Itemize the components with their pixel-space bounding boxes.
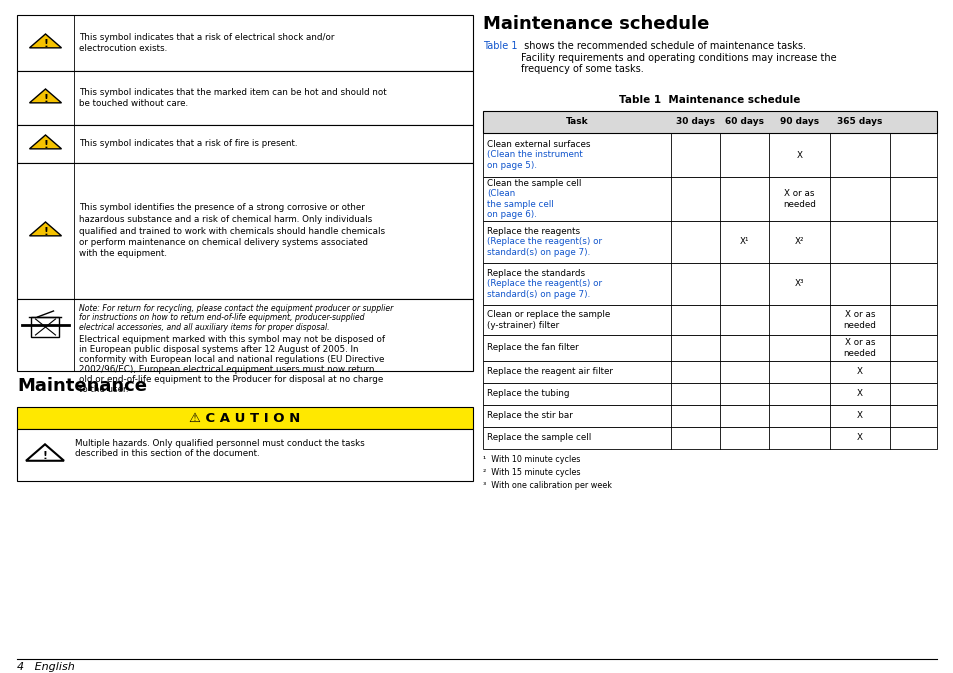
Bar	[482, 383, 936, 405]
Text: old or end-of-life equipment to the Producer for disposal at no charge: old or end-of-life equipment to the Prod…	[79, 376, 383, 384]
Text: X²: X²	[794, 238, 803, 246]
Text: X: X	[856, 411, 862, 421]
Polygon shape	[30, 34, 61, 48]
Text: 30 days: 30 days	[676, 118, 715, 127]
Bar	[17, 429, 473, 481]
Text: X: X	[856, 367, 862, 376]
Text: or perform maintenance on chemical delivery systems associated: or perform maintenance on chemical deliv…	[79, 238, 368, 247]
Bar	[482, 335, 936, 361]
Bar	[17, 407, 473, 429]
Text: Multiple hazards. Only qualified personnel must conduct the tasks
described in t: Multiple hazards. Only qualified personn…	[75, 439, 364, 458]
Text: Table 1: Table 1	[482, 41, 517, 51]
Bar	[482, 263, 936, 305]
Text: (Clean: (Clean	[486, 189, 515, 199]
Text: 365 days: 365 days	[837, 118, 882, 127]
Text: in European public disposal systems after 12 August of 2005. In: in European public disposal systems afte…	[79, 345, 358, 355]
Text: This symbol indicates that a risk of fire is present.: This symbol indicates that a risk of fir…	[79, 139, 297, 149]
Text: !: !	[43, 140, 48, 150]
Polygon shape	[30, 89, 61, 103]
Bar	[17, 15, 473, 71]
Text: !: !	[43, 39, 48, 49]
Text: Replace the reagents: Replace the reagents	[486, 227, 579, 236]
Bar	[482, 405, 936, 427]
Text: Task: Task	[565, 118, 588, 127]
Text: Table 1  Maintenance schedule: Table 1 Maintenance schedule	[618, 95, 800, 105]
Text: X: X	[856, 390, 862, 398]
Polygon shape	[30, 222, 61, 236]
Text: shows the recommended schedule of maintenance tasks.
Facility requirements and o: shows the recommended schedule of mainte…	[520, 41, 836, 74]
Text: Replace the stir bar: Replace the stir bar	[486, 411, 572, 421]
Bar	[482, 221, 936, 263]
Bar	[17, 125, 473, 163]
Text: qualified and trained to work with chemicals should handle chemicals: qualified and trained to work with chemi…	[79, 227, 385, 236]
Text: ²  With 15 minute cycles: ² With 15 minute cycles	[482, 468, 579, 477]
Text: (y-strainer) filter: (y-strainer) filter	[486, 321, 558, 330]
Bar	[482, 361, 936, 383]
Text: (Replace the reagent(s) or: (Replace the reagent(s) or	[486, 279, 601, 289]
Text: Replace the fan filter: Replace the fan filter	[486, 343, 578, 353]
Text: standard(s) on page 7).: standard(s) on page 7).	[486, 290, 590, 299]
Text: X or as
needed: X or as needed	[842, 310, 876, 330]
Text: !: !	[43, 94, 48, 104]
Text: Maintenance: Maintenance	[17, 377, 147, 395]
Text: Replace the standards: Replace the standards	[486, 269, 584, 278]
Text: X: X	[856, 433, 862, 443]
Text: 4   English: 4 English	[17, 662, 74, 672]
Text: Clean or replace the sample: Clean or replace the sample	[486, 310, 610, 319]
Text: with the equipment.: with the equipment.	[79, 250, 167, 258]
Text: on page 6).: on page 6).	[486, 210, 537, 219]
Text: Note: For return for recycling, please contact the equipment producer or supplie: Note: For return for recycling, please c…	[79, 304, 393, 313]
Bar	[482, 133, 936, 177]
Text: X¹: X¹	[740, 238, 749, 246]
Text: !: !	[43, 227, 48, 237]
Text: Maintenance schedule: Maintenance schedule	[482, 15, 709, 33]
Text: X³: X³	[794, 279, 803, 289]
Text: Clean the sample cell: Clean the sample cell	[486, 179, 580, 188]
Bar	[17, 71, 473, 125]
Text: This symbol identifies the presence of a strong corrosive or other: This symbol identifies the presence of a…	[79, 203, 364, 213]
Text: This symbol indicates that a risk of electrical shock and/or: This symbol indicates that a risk of ele…	[79, 33, 335, 42]
Polygon shape	[30, 135, 61, 149]
Text: X or as
needed: X or as needed	[782, 189, 815, 209]
Polygon shape	[26, 444, 64, 461]
Text: to the user.: to the user.	[79, 386, 129, 394]
Text: standard(s) on page 7).: standard(s) on page 7).	[486, 248, 590, 257]
Text: Replace the tubing: Replace the tubing	[486, 390, 569, 398]
Text: ⚠ C A U T I O N: ⚠ C A U T I O N	[190, 411, 300, 425]
Text: Electrical equipment marked with this symbol may not be disposed of: Electrical equipment marked with this sy…	[79, 336, 385, 345]
Text: X: X	[796, 151, 801, 160]
Text: on page 5).: on page 5).	[486, 161, 537, 170]
Bar	[482, 111, 936, 133]
Bar	[482, 427, 936, 449]
Text: (Clean the instrument: (Clean the instrument	[486, 151, 582, 160]
Text: Replace the sample cell: Replace the sample cell	[486, 433, 591, 443]
Text: 90 days: 90 days	[780, 118, 819, 127]
Text: for instructions on how to return end-of-life equipment, producer-supplied: for instructions on how to return end-of…	[79, 314, 364, 322]
Bar	[482, 177, 936, 221]
Text: be touched without care.: be touched without care.	[79, 99, 188, 108]
Text: 60 days: 60 days	[724, 118, 763, 127]
Bar	[31, 317, 59, 337]
Text: 2002/96/EC), European electrical equipment users must now return: 2002/96/EC), European electrical equipme…	[79, 365, 375, 374]
Text: X or as
needed: X or as needed	[842, 339, 876, 358]
Text: !: !	[43, 451, 48, 461]
Text: ³  With one calibration per week: ³ With one calibration per week	[482, 481, 612, 490]
Text: electrocution exists.: electrocution exists.	[79, 44, 167, 53]
Text: conformity with European local and national regulations (EU Directive: conformity with European local and natio…	[79, 355, 384, 365]
Text: ¹  With 10 minute cycles: ¹ With 10 minute cycles	[482, 455, 579, 464]
Text: Replace the reagent air filter: Replace the reagent air filter	[486, 367, 613, 376]
Bar	[17, 299, 473, 371]
Bar	[17, 163, 473, 299]
Text: the sample cell: the sample cell	[486, 200, 553, 209]
Text: (Replace the reagent(s) or: (Replace the reagent(s) or	[486, 238, 601, 246]
Text: hazardous substance and a risk of chemical harm. Only individuals: hazardous substance and a risk of chemic…	[79, 215, 372, 224]
Bar	[482, 305, 936, 335]
Text: electrical accessories, and all auxiliary items for proper disposal.: electrical accessories, and all auxiliar…	[79, 323, 330, 332]
Text: Clean external surfaces: Clean external surfaces	[486, 140, 590, 149]
Text: This symbol indicates that the marked item can be hot and should not: This symbol indicates that the marked it…	[79, 87, 386, 97]
